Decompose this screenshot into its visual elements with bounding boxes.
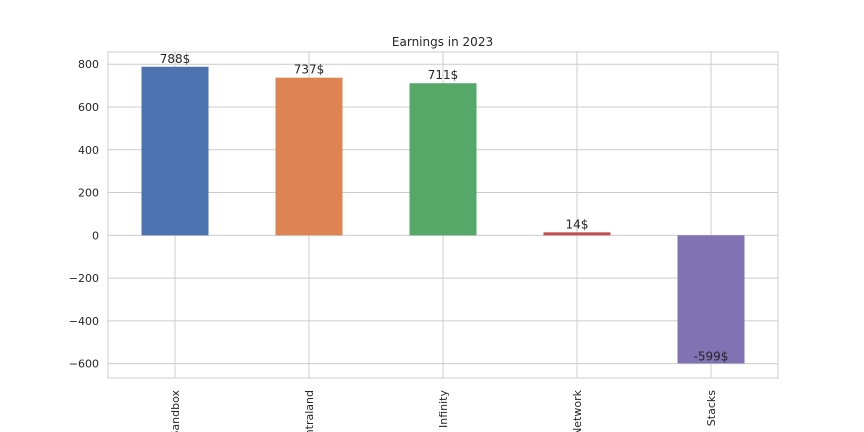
- y-axis: 800 600 400 200 0 −200 −400 −600: [69, 58, 99, 370]
- bar: [543, 232, 611, 236]
- bars: [141, 66, 745, 364]
- y-tick-label: −400: [69, 315, 99, 328]
- y-tick-label: 200: [78, 187, 99, 200]
- data-label: 711$: [428, 68, 459, 82]
- x-tick-label: Helium Network: [571, 389, 584, 432]
- plot-frame: [107, 51, 779, 379]
- data-label: 737$: [294, 63, 325, 77]
- x-tick-label: Sandbox: [169, 390, 182, 432]
- x-tick-label: Axie Infinity: [437, 390, 450, 432]
- data-label: -599$: [694, 349, 729, 363]
- value-labels: 788$ 737$ 711$ 14$ -599$: [160, 52, 729, 364]
- bar: [677, 235, 745, 364]
- x-axis: Sandbox Decentraland Axie Infinity Helium N…: [169, 389, 718, 432]
- bar: [141, 66, 209, 236]
- y-tick-label: 800: [78, 58, 99, 71]
- bar: [409, 83, 477, 236]
- y-tick-label: 0: [92, 229, 99, 242]
- bar: [275, 77, 343, 236]
- data-label: 14$: [566, 217, 589, 231]
- x-tick-label: Stacks: [705, 390, 718, 426]
- y-tick-label: 400: [78, 144, 99, 157]
- y-tick-label: −600: [69, 358, 99, 371]
- y-tick-label: 600: [78, 101, 99, 114]
- y-tick-label: −200: [69, 272, 99, 285]
- chart-title: Earnings in 2023: [392, 35, 493, 49]
- data-label: 788$: [160, 52, 191, 66]
- x-tick-label: Decentraland: [303, 390, 316, 432]
